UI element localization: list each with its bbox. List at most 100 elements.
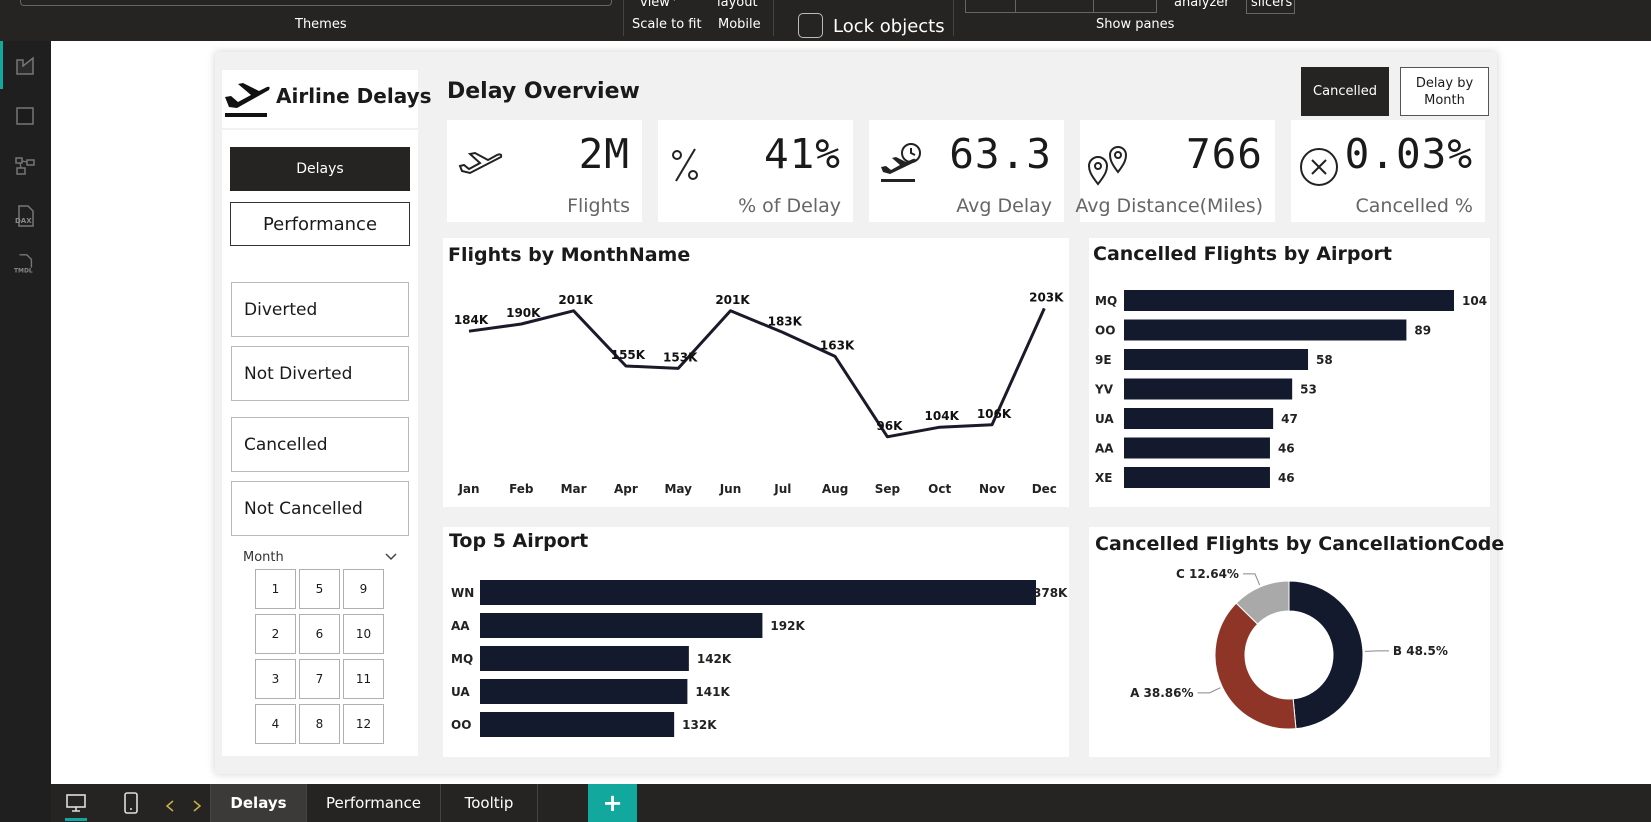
flights-by-month-title: Flights by MonthName (448, 244, 691, 266)
month-option-1[interactable]: 1 (255, 569, 296, 609)
month-option-8[interactable]: 8 (299, 704, 340, 744)
bar-category-label: UA (1095, 412, 1114, 426)
line-data-label: 190K (506, 306, 541, 320)
delay-by-month-button[interactable]: Delay by Month (1400, 67, 1489, 116)
airplane-icon (458, 151, 503, 175)
bar-data-label: 46 (1278, 442, 1295, 456)
top5-airport-title: Top 5 Airport (449, 530, 589, 552)
pane-toggle-bookmarks[interactable] (1015, 0, 1094, 13)
prev-page-icon[interactable] (165, 797, 174, 816)
cancellation-code-chart[interactable]: B 48.5% A 38.86% C 12.64% (1089, 560, 1490, 755)
bar-data-label: 46 (1278, 471, 1295, 485)
page-title: Delay Overview (447, 79, 640, 104)
slicer-not-diverted[interactable]: Not Diverted (231, 346, 409, 401)
bar-data-label: 53 (1300, 383, 1317, 397)
month-option-9[interactable]: 9 (343, 569, 384, 609)
donut-data-label: C 12.64% (1176, 567, 1239, 581)
model-view-icon[interactable] (14, 155, 36, 177)
cancelled-by-airport-chart[interactable]: MQ 104 OO 89 9E 58 YV 53 UA 47 AA 46 XE 46 (1089, 280, 1490, 495)
top5-airport-chart[interactable]: WN 378K AA 192K MQ 142K UA 141K OO 132K (443, 570, 1069, 750)
nav-performance-button[interactable]: Performance (230, 202, 410, 246)
page-tab-tooltip[interactable]: Tooltip (441, 784, 538, 822)
ribbon-separator (623, 0, 624, 36)
bar-category-label: 9E (1095, 353, 1112, 367)
line-data-label: 201K (558, 293, 593, 307)
nav-delays-button[interactable]: Delays (230, 147, 410, 191)
line-data-label: 203K (1029, 290, 1064, 304)
donut-data-label: B 48.5% (1393, 644, 1448, 658)
next-page-icon[interactable] (193, 797, 202, 816)
slicer-diverted[interactable]: Diverted (231, 282, 409, 337)
bar-category-label: UA (451, 685, 470, 699)
month-option-4[interactable]: 4 (255, 704, 296, 744)
view-rail: DAX TMDL (0, 41, 51, 822)
month-option-5[interactable]: 5 (299, 569, 340, 609)
view-label[interactable]: view (640, 0, 670, 10)
month-option-7[interactable]: 7 (299, 659, 340, 699)
map-pins-icon (1087, 146, 1128, 186)
desktop-layout-icon[interactable] (65, 792, 87, 821)
cancel-circle-icon (1300, 148, 1338, 186)
month-option-2[interactable]: 2 (255, 614, 296, 654)
bar-data-label: 58 (1316, 353, 1333, 367)
page-tab-delays[interactable]: Delays (210, 784, 307, 822)
kpi-avg-distance-value: 766 (1185, 130, 1263, 178)
x-tick-label: Dec (1032, 482, 1057, 496)
cancellation-code-title: Cancelled Flights by CancellationCode (1095, 533, 1505, 555)
page-tab-performance[interactable]: Performance (307, 784, 441, 822)
slicers-toggle[interactable] (1246, 0, 1295, 14)
slicer-cancelled[interactable]: Cancelled (231, 417, 409, 472)
flights-by-month-chart[interactable]: 184K Jan 190K Feb 201K Mar 155K Apr 153K May 201K J… (443, 270, 1069, 502)
bar-xe (1124, 467, 1270, 488)
kpi-avg-distance-label: Avg Distance(Miles) (1075, 195, 1263, 217)
lock-objects-label[interactable]: Lock objects (833, 16, 945, 37)
kpi-cancelled-pct-label: Cancelled % (1355, 195, 1474, 217)
bar-category-label: AA (451, 619, 470, 633)
dax-query-icon[interactable]: DAX (14, 205, 36, 227)
plane-clock-icon (881, 143, 921, 182)
themes-label[interactable]: Themes (295, 17, 347, 32)
bar-data-label: 132K (682, 718, 717, 732)
scale-to-fit-button[interactable]: Scale to fit (632, 17, 702, 32)
cancelled-page-button[interactable]: Cancelled (1301, 67, 1389, 116)
add-page-button[interactable]: + (588, 784, 637, 822)
bar-mq (480, 646, 689, 671)
layout-label[interactable]: layout (717, 0, 758, 10)
x-tick-label: Feb (509, 482, 534, 496)
line-data-label: 106K (977, 407, 1012, 421)
bar-data-label: 192K (770, 619, 805, 633)
bar-category-label: AA (1095, 442, 1114, 456)
lock-objects-checkbox[interactable] (798, 13, 823, 38)
month-option-3[interactable]: 3 (255, 659, 296, 699)
x-tick-label: Jun (719, 482, 742, 496)
month-option-12[interactable]: 12 (343, 704, 384, 744)
bar-aa (480, 613, 763, 638)
slicers-label[interactable]: slicers (1251, 0, 1293, 10)
mobile-layout-button[interactable]: Mobile (718, 17, 761, 32)
slicer-not-cancelled[interactable]: Not Cancelled (231, 481, 409, 536)
dax-text: DAX (15, 217, 32, 225)
kpi-avg-delay-value: 63.3 (949, 130, 1052, 178)
month-option-11[interactable]: 11 (343, 659, 384, 699)
airplane-departure-icon (225, 83, 270, 117)
analyzer-label[interactable]: analyzer (1174, 0, 1230, 10)
themes-gallery[interactable] (20, 0, 612, 6)
bar-aa (1124, 437, 1270, 459)
pane-toggle-filters[interactable] (965, 0, 1016, 13)
month-option-10[interactable]: 10 (343, 614, 384, 654)
chevron-down-icon[interactable] (385, 553, 397, 561)
report-view-icon[interactable] (14, 55, 36, 77)
bar-9e (1124, 349, 1309, 370)
bar-wn (480, 580, 1036, 605)
show-panes-label: Show panes (1096, 17, 1175, 32)
tmdl-view-icon[interactable]: TMDL (14, 253, 36, 275)
month-option-6[interactable]: 6 (299, 614, 340, 654)
bar-data-label: 104 (1462, 294, 1487, 308)
pane-toggle-selection[interactable] (1093, 0, 1157, 13)
flights-by-month-card (443, 238, 1069, 507)
mobile-layout-icon[interactable] (123, 791, 139, 819)
bar-category-label: WN (451, 586, 474, 600)
donut-slice-b (1288, 580, 1364, 730)
x-tick-label: Nov (979, 482, 1005, 496)
table-view-icon[interactable] (14, 105, 36, 127)
